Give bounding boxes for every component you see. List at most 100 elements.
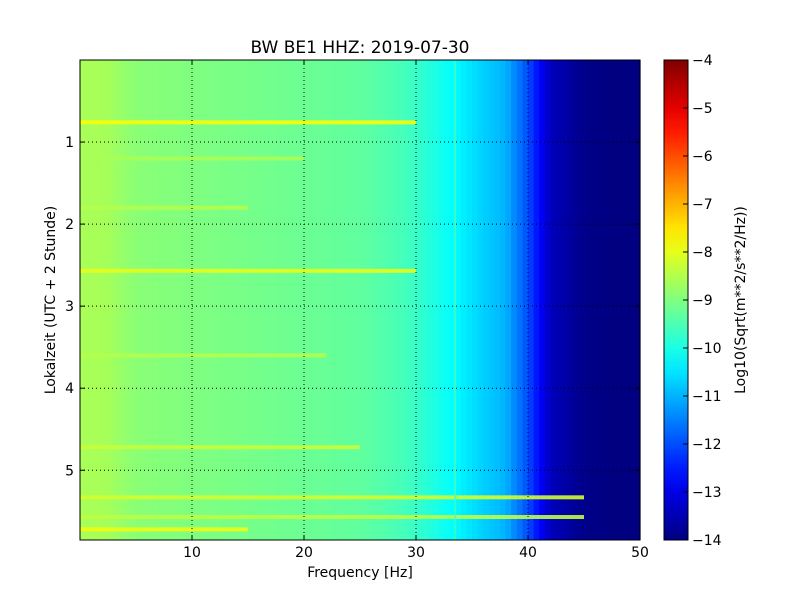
heatmap-column [539,60,546,540]
heatmap-column [208,60,215,540]
colorbar-ticks: −4 −5 −6 −7 −8 −9 −10 −11 −12 −13 −14 [683,53,722,549]
colorbar-tick-label: −10 [692,341,722,357]
heatmap-column [298,60,305,540]
heatmap-column [164,60,171,540]
heatmap-band [80,268,416,273]
heatmap-column [544,60,551,540]
heatmap [80,60,641,540]
heatmap-column [494,60,501,540]
colorbar-tick-label: −5 [692,101,713,117]
heatmap-column [225,60,232,540]
heatmap-column [488,60,495,540]
heatmap-column [287,60,294,540]
heatmap-column [365,60,372,540]
heatmap-column [589,60,596,540]
heatmap-column [276,60,283,540]
heatmap-column [533,60,540,540]
heatmap-column [432,60,439,540]
heatmap-column [248,60,255,540]
heatmap-column [108,60,115,540]
heatmap-column [270,60,277,540]
heatmap-column [348,60,355,540]
heatmap-column [203,60,210,540]
heatmap-column [399,60,406,540]
heatmap-band [80,120,416,125]
heatmap-column [231,60,238,540]
heatmap-column [220,60,227,540]
y-tick-label: 5 [65,463,74,479]
x-tick-label: 50 [631,545,649,561]
heatmap-column [376,60,383,540]
heatmap-band [80,353,327,358]
heatmap-column [175,60,182,540]
heatmap-column [96,60,103,540]
heatmap-column [416,60,423,540]
heatmap-column [281,60,288,540]
heatmap-column [449,60,456,540]
heatmap-column [236,60,243,540]
heatmap-column [522,60,529,540]
heatmap-column [158,60,165,540]
heatmap-band [80,205,248,210]
heatmap-column [483,60,490,540]
heatmap-column [197,60,204,540]
heatmap-column [186,60,193,540]
colorbar-tick-label: −14 [692,533,722,549]
heatmap-column [628,60,635,540]
colorbar-tick-label: −13 [692,485,722,501]
heatmap-column [421,60,428,540]
heatmap-column [595,60,602,540]
heatmap-column [354,60,361,540]
y-tick-label: 4 [65,381,74,397]
colorbar-tick-label: −11 [692,389,722,405]
heatmap-column [606,60,613,540]
heatmap-column [460,60,467,540]
heatmap-column [472,60,479,540]
heatmap-column [388,60,395,540]
heatmap-column [505,60,512,540]
heatmap-column [466,60,473,540]
heatmap-band [80,445,360,450]
heatmap-column [572,60,579,540]
heatmap-column [102,60,109,540]
heatmap-column [584,60,591,540]
heatmap-overlay [80,60,584,540]
colorbar-tick-label: −12 [692,437,722,453]
colorbar-tick-label: −6 [692,149,713,165]
colorbar-tick-label: −9 [692,293,713,309]
x-tick-label: 30 [407,545,425,561]
heatmap-column [500,60,507,540]
heatmap-column [136,60,143,540]
y-tick-label: 1 [65,135,74,151]
heatmap-column [516,60,523,540]
heatmap-column [80,60,87,540]
heatmap-column [337,60,344,540]
heatmap-column [528,60,535,540]
heatmap-column [242,60,249,540]
heatmap-column [214,60,221,540]
heatmap-column [332,60,339,540]
colorbar-tick-label: −8 [692,245,713,261]
heatmap-column [124,60,131,540]
heatmap-column [113,60,120,540]
y-tick-label: 3 [65,299,74,315]
heatmap-column [477,60,484,540]
heatmap-column [567,60,574,540]
heatmap-column [617,60,624,540]
x-tick-label: 20 [295,545,313,561]
x-axis-label: Frequency [Hz] [307,565,413,581]
plot-area: 10 20 30 40 50 1 2 3 4 5 [65,59,649,561]
heatmap-column [264,60,271,540]
x-tick-label: 40 [519,545,537,561]
heatmap-column [304,60,311,540]
colorbar-tick-label: −7 [692,197,713,213]
heatmap-column [192,60,199,540]
heatmap-column [427,60,434,540]
heatmap-column [141,60,148,540]
heatmap-column [169,60,176,540]
x-tick-label: 10 [183,545,201,561]
heatmap-band [80,495,584,500]
chart-title: BW BE1 HHZ: 2019-07-30 [250,38,469,58]
heatmap-column [410,60,417,540]
